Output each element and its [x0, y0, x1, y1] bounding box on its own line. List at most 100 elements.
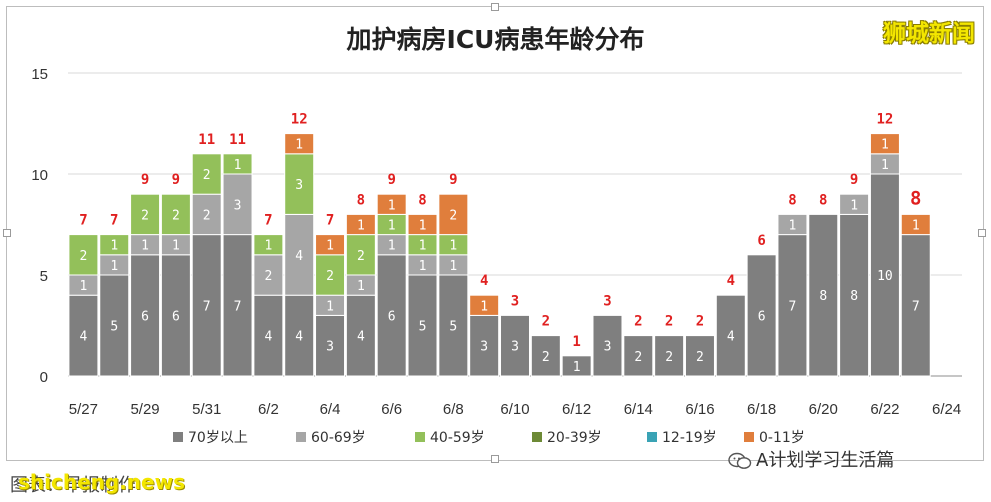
segment-value-label: 1: [449, 259, 457, 274]
bar-segment: [530, 335, 561, 377]
bar-total-label: 9: [449, 172, 457, 188]
segment-value-label: 1: [388, 239, 396, 254]
resize-handle-left[interactable]: [3, 229, 11, 237]
segment-value-label: 2: [203, 168, 211, 183]
bar-segment: [222, 173, 253, 236]
x-tick-label: 5/27: [69, 401, 98, 418]
bar-segment: [469, 294, 500, 316]
bar-segment: [654, 335, 685, 377]
segment-value-label: 1: [419, 219, 427, 234]
bar-segment: [284, 133, 315, 155]
resize-handle-top[interactable]: [491, 3, 499, 11]
segment-value-label: 1: [326, 239, 334, 254]
bar-segment: [284, 153, 315, 215]
segment-value-label: 1: [357, 219, 365, 234]
segment-value-label: 2: [79, 249, 87, 264]
bar-segment: [160, 254, 191, 377]
bar-segment: [561, 355, 592, 377]
bar-segment: [191, 234, 222, 377]
segment-value-label: 8: [850, 289, 858, 304]
bar-segment: [191, 193, 222, 236]
legend-swatch: [532, 432, 542, 442]
segment-value-label: 1: [172, 239, 180, 254]
bar-total-label: 2: [665, 314, 673, 330]
segment-value-label: 4: [264, 330, 272, 345]
bar-segment: [715, 294, 746, 377]
bar-segment: [376, 193, 407, 215]
legend-label: 12-19岁: [662, 430, 717, 446]
bar-total-label: 6: [757, 233, 765, 249]
segment-value-label: 1: [480, 299, 488, 314]
bar-total-label: 8: [788, 192, 796, 208]
segment-value-label: 1: [110, 259, 118, 274]
segment-value-label: 3: [326, 340, 334, 355]
segment-value-label: 1: [573, 360, 581, 375]
segment-value-label: 2: [634, 350, 642, 365]
bar-total-label: 11: [198, 132, 215, 148]
bar-segment: [407, 274, 438, 377]
bar-segment: [684, 335, 715, 377]
bar-segment: [623, 335, 654, 377]
bar-total-label: 4: [727, 273, 735, 289]
bar-segment: [469, 314, 500, 377]
bar-total-label: 7: [79, 213, 87, 229]
bar-segment: [438, 193, 469, 236]
segment-value-label: 5: [449, 320, 457, 335]
bar-segment: [253, 294, 284, 377]
segment-value-label: 3: [604, 340, 612, 355]
y-tick-label: 0: [40, 369, 48, 386]
y-tick-label: 5: [40, 268, 48, 285]
segment-value-label: 4: [357, 330, 365, 345]
resize-handle-right[interactable]: [978, 229, 986, 237]
segment-value-label: 1: [850, 198, 858, 213]
x-tick-label: 6/20: [809, 401, 838, 418]
wechat-account: A计划学习生活篇: [728, 446, 894, 472]
bar-segment: [839, 213, 870, 377]
segment-value-label: 6: [172, 309, 180, 324]
segment-value-label: 3: [295, 178, 303, 193]
legend-swatch: [744, 432, 754, 442]
resize-handle-bottom[interactable]: [491, 455, 499, 463]
bar-segment: [99, 274, 130, 377]
bar-total-label: 7: [326, 213, 334, 229]
x-tick-label: 6/6: [381, 401, 402, 418]
bar-segment: [900, 234, 931, 377]
bar-segment: [68, 234, 99, 276]
segment-value-label: 1: [881, 138, 889, 153]
y-tick-label: 10: [31, 167, 48, 184]
bar-segment: [315, 254, 346, 296]
bar-segment: [808, 213, 839, 377]
bar-total-label: 3: [603, 293, 611, 309]
x-tick-label: 6/10: [500, 401, 529, 418]
segment-value-label: 1: [789, 219, 797, 234]
legend-label: 70岁以上: [188, 430, 248, 446]
bar-total-label: 9: [387, 172, 395, 188]
bar-segment: [160, 193, 191, 236]
segment-value-label: 1: [326, 299, 334, 314]
legend-label: 20-39岁: [547, 430, 602, 446]
bar-total-label: 8: [418, 192, 426, 208]
bar-segment: [130, 254, 161, 377]
bar-segment: [253, 254, 284, 296]
segment-value-label: 2: [449, 208, 457, 223]
bar-total-label: 2: [696, 314, 704, 330]
x-tick-label: 6/12: [562, 401, 591, 418]
bar-total-label: 7: [264, 213, 272, 229]
segment-value-label: 1: [234, 158, 242, 173]
segment-value-label: 5: [110, 320, 118, 335]
legend-label: 40-59岁: [430, 430, 485, 446]
bar-segment: [222, 153, 253, 175]
segment-value-label: 1: [264, 239, 272, 254]
segment-value-label: 4: [295, 330, 303, 345]
wechat-account-name: A计划学习生活篇: [756, 450, 895, 471]
segment-value-label: 7: [203, 299, 211, 314]
segment-value-label: 1: [79, 279, 87, 294]
bar-segment: [315, 314, 346, 377]
bar-total-label: 3: [511, 293, 519, 309]
segment-value-label: 2: [665, 350, 673, 365]
segment-value-label: 1: [110, 239, 118, 254]
segment-value-label: 10: [877, 269, 893, 284]
bar-segment: [68, 294, 99, 377]
segment-value-label: 7: [234, 299, 242, 314]
legend-label: 0-11岁: [759, 430, 805, 446]
